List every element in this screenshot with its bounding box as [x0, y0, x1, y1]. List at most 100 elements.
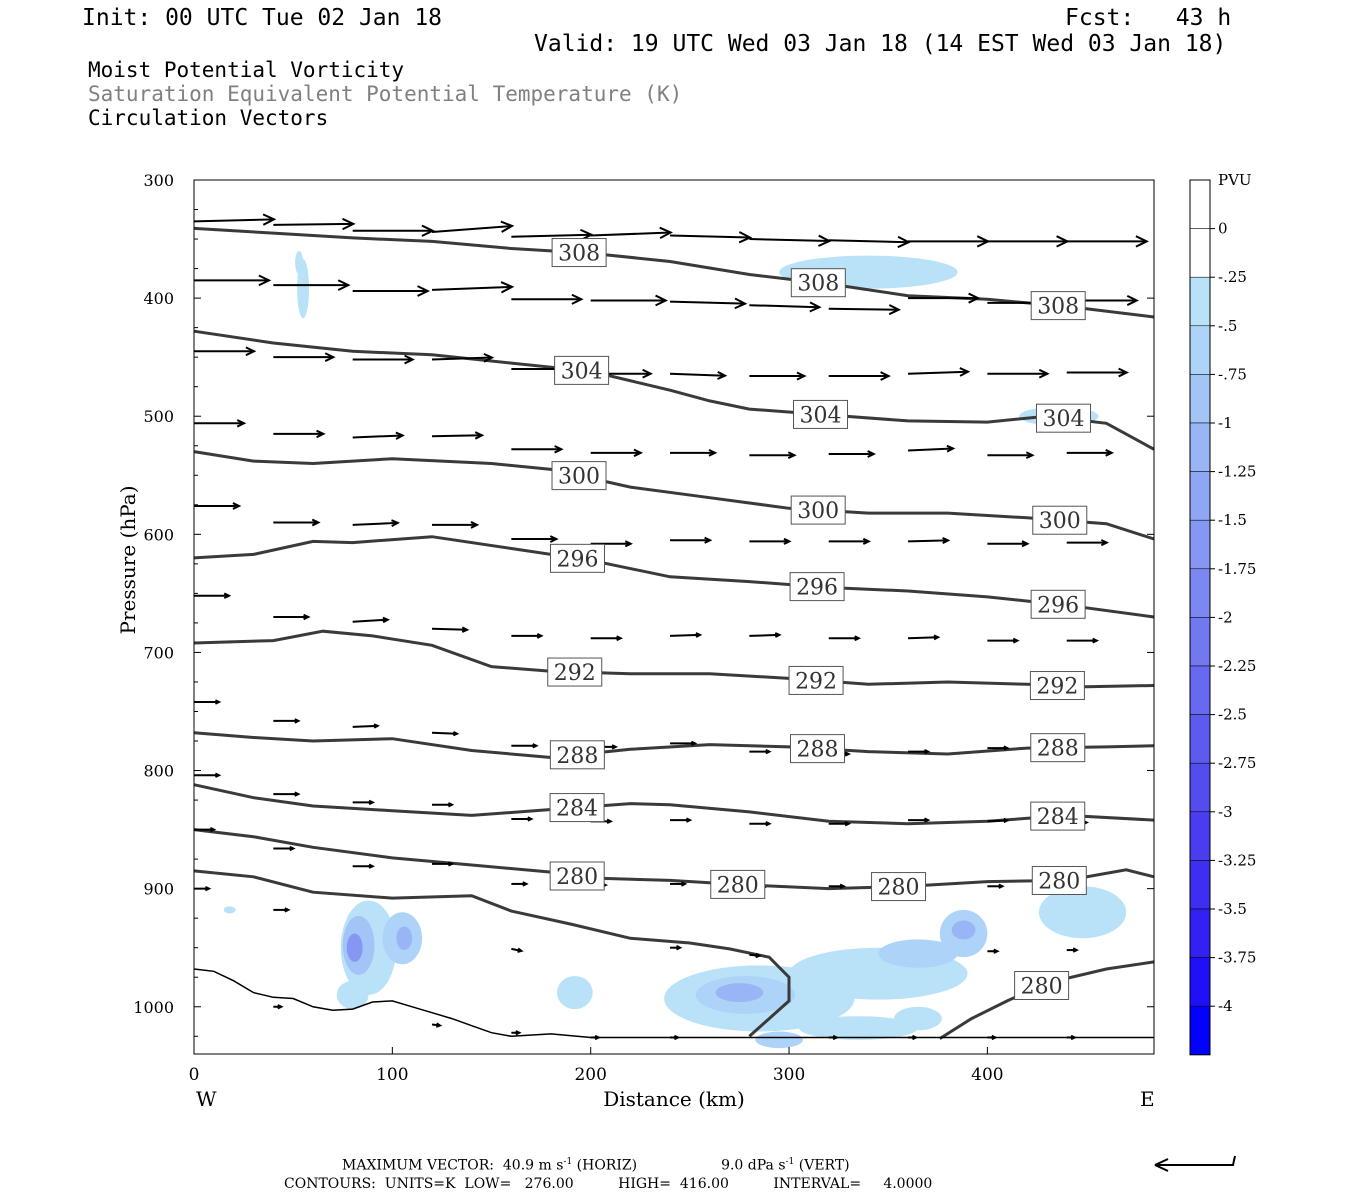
vector-head: [659, 226, 673, 240]
colorbar-label: -4: [1218, 997, 1233, 1015]
contour-label: 300: [1039, 509, 1081, 534]
reference-vector-icon: [1154, 1155, 1236, 1172]
plot-frame: [193, 179, 1155, 1055]
vector-shaft: [828, 307, 899, 311]
circulation-vector: [749, 632, 782, 638]
colorbar-swatch: [1189, 325, 1211, 375]
colorbar-swatch: [1189, 276, 1211, 327]
contour-label-box: [551, 238, 607, 268]
vector-head: [404, 354, 415, 365]
circulation-vector: [749, 537, 792, 545]
vector-head: [734, 297, 748, 310]
circulation-vector: [908, 292, 981, 304]
vector-head: [515, 1030, 522, 1036]
vector-shaft: [908, 539, 949, 543]
contour-label-box: [871, 872, 927, 902]
x-tick-label: 0: [189, 1065, 200, 1085]
vector-head: [1105, 448, 1115, 457]
vector-shaft: [511, 233, 592, 238]
circulation-vector: [1066, 539, 1110, 547]
circulation-vector: [511, 816, 534, 822]
circulation-vector: [670, 945, 683, 951]
contour-308: [193, 226, 1155, 319]
circulation-vector: [669, 370, 728, 380]
vector-head: [532, 743, 539, 749]
circulation-vector: [670, 231, 753, 244]
vector-head: [642, 368, 653, 379]
vector-shaft: [193, 218, 275, 223]
circulation-vector: [1066, 947, 1080, 953]
pv-region-8: [396, 926, 413, 951]
y-tick-label: 600: [143, 525, 174, 544]
circulation-vector: [273, 279, 351, 291]
field-title-theta: Saturation Equivalent Potential Temperat…: [88, 82, 683, 106]
vector-head: [447, 861, 455, 867]
circulation-vector: [987, 948, 1000, 954]
circulation-vector: [670, 448, 718, 457]
pv-region-19: [798, 1016, 918, 1040]
circulation-vector: [432, 861, 455, 867]
vector-head: [695, 632, 703, 638]
vector-head: [262, 213, 277, 226]
circulation-vector: [670, 297, 748, 310]
contour-label-box: [554, 355, 610, 385]
vector-head: [500, 281, 515, 294]
pv-shading: [223, 250, 1127, 1049]
circulation-vector: [908, 235, 991, 248]
vector-shaft: [431, 356, 493, 361]
colorbar: PVU 0 -.25 -.5 -.75 -1 -1.25 -1.5 -1.75 -2 -2.25 -2…: [1189, 171, 1256, 1056]
vector-head: [303, 613, 311, 621]
contour-288: [193, 731, 1155, 760]
contour-280: [193, 869, 791, 1038]
vector-head: [1126, 295, 1140, 306]
vector-head: [337, 279, 351, 291]
vector-shaft: [431, 224, 513, 233]
max-vector-horiz-label: (HORIZ): [572, 1157, 638, 1174]
contour-label: 292: [795, 669, 837, 694]
contour-label: 304: [561, 359, 603, 384]
circulation-vector: [908, 444, 956, 453]
vector-head: [862, 537, 872, 545]
vector-head: [854, 635, 862, 642]
circulation-vector: [1066, 448, 1115, 457]
colorbar-label: -2.75: [1218, 754, 1256, 772]
circulation-vector: [828, 821, 852, 827]
circulation-vector: [431, 281, 515, 294]
circulation-vector: [273, 518, 321, 527]
circulation-vector: [987, 540, 1030, 548]
vector-head: [382, 616, 390, 624]
circulation-vector: [749, 301, 822, 313]
vector-head: [294, 791, 301, 797]
vector-head: [844, 751, 852, 757]
contour-label: 296: [1037, 593, 1079, 618]
colorbar-label: -1.75: [1218, 560, 1256, 578]
circulation-vector: [908, 749, 931, 755]
circulation-vector: [273, 613, 311, 621]
vector-head: [606, 818, 613, 824]
contour-label: 308: [1037, 295, 1079, 320]
y-tick-label: 300: [143, 171, 174, 190]
contour-label: 296: [796, 576, 838, 601]
pv-region-21: [223, 906, 236, 914]
vector-head: [214, 772, 222, 778]
colorbar-label: -1: [1218, 414, 1233, 432]
max-vector-line: MAXIMUM VECTOR: 40.9 m s-1 (HORIZ) 9.0 dP…: [342, 1157, 850, 1174]
y-tick-label: 800: [143, 762, 174, 781]
circulation-vector: [749, 451, 797, 460]
circulation-vector: [511, 1030, 522, 1036]
vector-shaft: [670, 300, 746, 305]
vector-head: [1025, 451, 1035, 460]
vector-head: [880, 371, 892, 381]
circulation-vector: [749, 821, 772, 827]
contour-label-box: [1030, 801, 1086, 831]
colorbar-swatch: [1189, 617, 1211, 667]
contour-label-box: [790, 268, 846, 298]
vector-head: [223, 592, 232, 599]
contour-label: 280: [1021, 974, 1063, 999]
contour-label: 284: [1037, 805, 1079, 830]
circulation-vector: [1066, 637, 1100, 644]
field-title-pv: Moist Potential Vorticity: [88, 58, 405, 82]
circulation-vector: [352, 354, 415, 365]
circulation-vector: [431, 352, 495, 363]
circulation-vector: [828, 537, 872, 545]
